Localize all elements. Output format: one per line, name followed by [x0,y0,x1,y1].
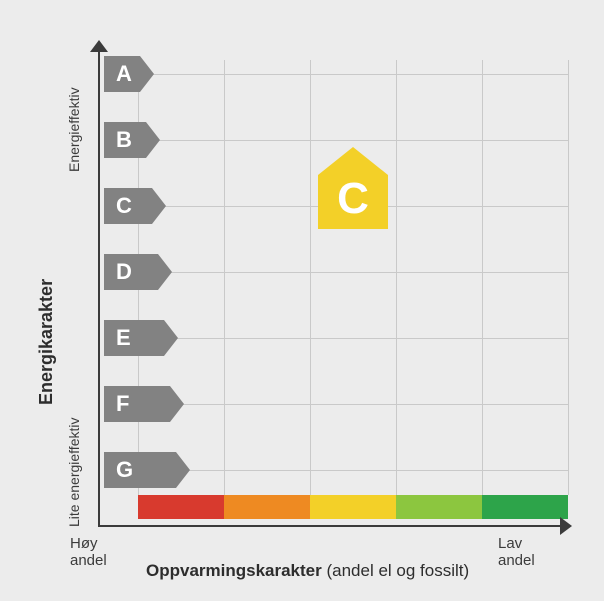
y-sub-top: Energieffektiv [66,87,82,172]
y-axis-arrow-icon [90,40,108,52]
heat-seg-3 [396,495,482,519]
grid-v [568,60,569,495]
grid-h [138,470,568,471]
grid-h [138,404,568,405]
grid-h [138,140,568,141]
grade-letter: A [116,56,132,92]
grade-tag-c: C [104,188,166,224]
grade-letter: G [116,452,133,488]
grade-tag-d: D [104,254,172,290]
grid-v [482,60,483,495]
grade-tag-tip [158,254,172,290]
energy-chart: ABCDEFGCEnergikarakterEnergieffektivLite… [0,0,604,601]
y-sub-bottom: Lite energieffektiv [66,418,82,527]
y-axis [98,48,100,525]
grid-v [396,60,397,495]
grid-h [138,74,568,75]
grade-letter: F [116,386,129,422]
grade-tag-tip [164,320,178,356]
grade-tag-body [104,386,170,422]
grade-tag-e: E [104,320,178,356]
grade-letter: D [116,254,132,290]
grade-tag-tip [140,56,154,92]
grade-letter: B [116,122,132,158]
grade-letter: C [116,188,132,224]
x-axis-title: Oppvarmingskarakter (andel el og fossilt… [146,561,469,581]
x-tick-left: Høy andel [70,535,107,569]
grade-tag-g: G [104,452,190,488]
grade-tag-tip [152,188,166,224]
heat-seg-2 [310,495,396,519]
grade-tag-f: F [104,386,184,422]
grade-tag-a: A [104,56,154,92]
grade-tag-body [104,452,176,488]
x-axis-arrow-icon [560,517,572,535]
grid-v [224,60,225,495]
grade-tag-tip [176,452,190,488]
heat-seg-1 [224,495,310,519]
grade-tag-body [104,320,164,356]
y-axis-title: Energikarakter [36,279,57,405]
heat-seg-4 [482,495,568,519]
grade-tag-b: B [104,122,160,158]
grid-v [310,60,311,495]
heat-seg-0 [138,495,224,519]
x-tick-right: Lav andel [498,535,535,569]
grid-h [138,272,568,273]
marker-letter: C [318,167,388,230]
x-axis [98,525,562,527]
grid-h [138,338,568,339]
energy-marker: C [318,147,388,238]
grade-tag-tip [170,386,184,422]
grade-tag-tip [146,122,160,158]
grade-letter: E [116,320,131,356]
